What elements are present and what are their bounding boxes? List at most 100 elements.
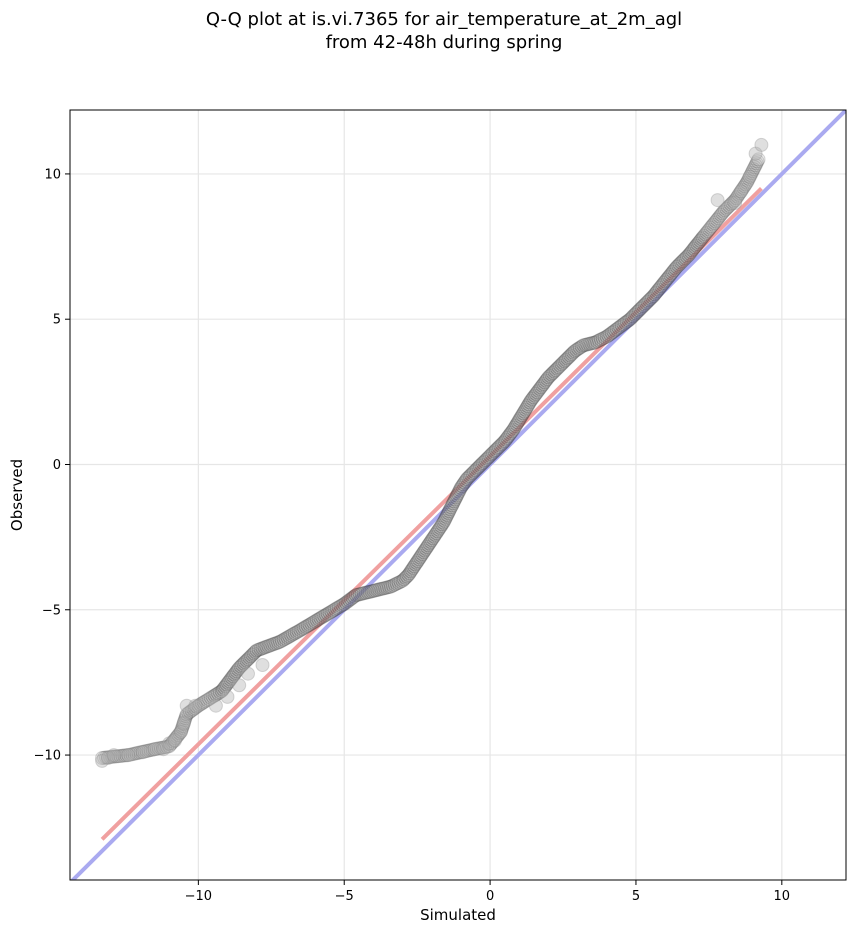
quantile-point <box>668 261 683 276</box>
quantile-point <box>302 617 317 632</box>
quantile-point <box>667 263 682 278</box>
quantile-point <box>742 169 757 184</box>
quantile-point <box>372 582 387 597</box>
quantile-point <box>719 201 734 216</box>
quantile-point <box>540 372 555 386</box>
quantile-point <box>117 748 132 763</box>
quantile-point <box>198 694 213 709</box>
quantile-point <box>228 665 243 680</box>
quantile-point <box>748 158 763 173</box>
quantile-point <box>231 662 245 677</box>
quantile-point <box>139 744 154 758</box>
quantile-point <box>630 304 645 319</box>
quantile-point <box>368 583 383 598</box>
quantile-point <box>183 704 197 719</box>
quantile-point <box>393 574 408 589</box>
quantile-point <box>623 312 638 327</box>
quantile-point <box>530 385 545 400</box>
quantile-point <box>267 636 282 651</box>
quantile-point <box>404 562 419 577</box>
tail-quantile-point <box>168 733 182 748</box>
quantile-point <box>291 624 306 639</box>
quantile-point <box>728 193 743 208</box>
quantile-point <box>649 285 664 300</box>
quantile-point <box>745 164 760 178</box>
quantile-point <box>202 692 217 706</box>
quantile-point <box>211 686 226 701</box>
quantile-point <box>337 597 352 611</box>
quantile-point <box>251 642 266 657</box>
quantile-point <box>452 484 466 499</box>
quantile-point <box>584 336 599 351</box>
quantile-point <box>223 672 238 687</box>
quantile-point <box>420 540 435 554</box>
tail-quantile-point <box>147 742 162 757</box>
quantile-point <box>273 634 287 649</box>
quantile-point <box>416 545 431 560</box>
quantile-point <box>249 643 264 658</box>
quantile-point <box>253 642 268 656</box>
quantile-point <box>179 709 193 724</box>
tail-quantile-point <box>241 666 255 681</box>
quantile-point <box>578 337 593 352</box>
quantile-point <box>280 630 295 645</box>
quantile-point <box>105 749 120 764</box>
quantile-point <box>468 463 483 478</box>
quantile-point <box>645 290 659 305</box>
quantile-point <box>487 444 502 459</box>
quantile-point <box>467 464 481 479</box>
quantile-point <box>338 595 353 610</box>
quantile-point <box>547 364 562 379</box>
x-tick-label: −10 <box>185 889 212 904</box>
quantile-point <box>158 740 172 755</box>
quantile-point <box>744 166 759 180</box>
quantile-point <box>123 747 138 762</box>
quantile-point <box>465 466 480 481</box>
quantile-point <box>189 699 204 714</box>
quantile-point <box>378 581 393 595</box>
quantile-point <box>374 581 389 596</box>
tail-quantile-point <box>220 689 235 704</box>
quantile-point <box>672 257 687 271</box>
quantile-point <box>478 453 493 468</box>
quantile-point <box>439 509 454 524</box>
quantile-point <box>614 318 629 333</box>
tail-quantile-point <box>728 196 743 210</box>
quantile-point <box>282 629 297 644</box>
quantile-point <box>429 526 444 541</box>
quantile-point <box>278 631 293 646</box>
quantile-point <box>636 299 651 314</box>
quantile-point <box>471 460 486 475</box>
quantile-point <box>488 443 503 457</box>
tail-quantile-point <box>156 742 171 757</box>
quantile-point <box>411 552 426 567</box>
quantile-point <box>527 388 542 403</box>
quantile-point <box>541 370 556 385</box>
quantile-point <box>497 434 512 449</box>
quantile-point <box>425 531 440 546</box>
quantile-point <box>248 644 263 659</box>
quantile-point <box>749 156 764 171</box>
quantile-point <box>271 635 286 650</box>
quantile-point <box>734 184 748 199</box>
quantile-point <box>501 429 516 444</box>
quantile-point <box>618 315 633 330</box>
quantile-point <box>109 749 124 764</box>
quantile-point <box>391 575 406 590</box>
quantile-point <box>588 335 603 350</box>
y-tick-label: −5 <box>42 603 61 618</box>
quantile-point <box>456 477 471 492</box>
quantile-point <box>521 397 536 412</box>
quantile-point <box>193 697 208 712</box>
quantile-point <box>242 650 257 665</box>
quantile-point <box>328 602 343 617</box>
quantile-point <box>659 272 674 287</box>
quantile-point <box>360 585 375 600</box>
quantile-point <box>563 348 578 363</box>
quantile-point <box>451 486 465 501</box>
quantile-point <box>434 519 449 534</box>
fit-line <box>100 187 763 841</box>
quantile-point <box>650 284 665 299</box>
quantile-point <box>708 214 723 229</box>
quantile-point <box>383 579 398 594</box>
